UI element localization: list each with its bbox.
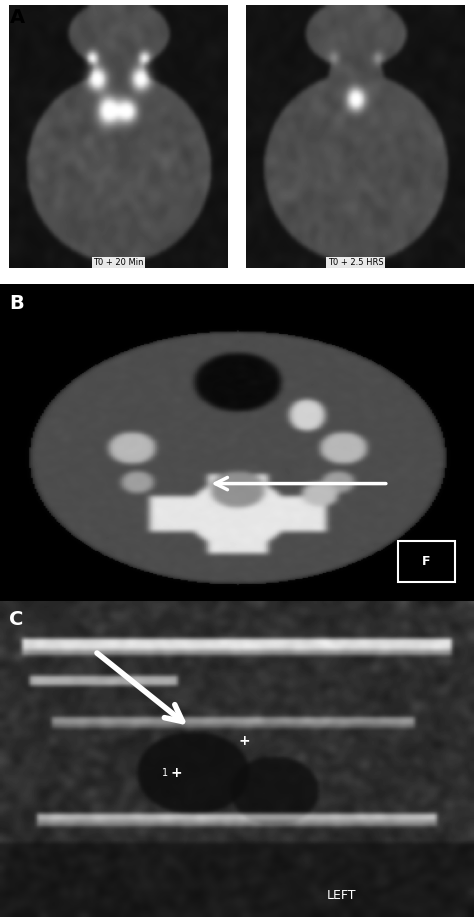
Text: A: A (9, 8, 25, 28)
Text: C: C (9, 610, 24, 629)
Text: T0 + 20 Min: T0 + 20 Min (93, 259, 144, 268)
Text: B: B (9, 293, 24, 313)
Text: +: + (171, 766, 182, 780)
Text: LEFT: LEFT (327, 889, 356, 901)
Text: 1: 1 (162, 768, 168, 778)
Bar (398, 540, 455, 581)
Text: +: + (238, 735, 250, 748)
Text: F: F (422, 555, 431, 568)
Text: T0 + 2.5 HRS: T0 + 2.5 HRS (328, 259, 383, 268)
